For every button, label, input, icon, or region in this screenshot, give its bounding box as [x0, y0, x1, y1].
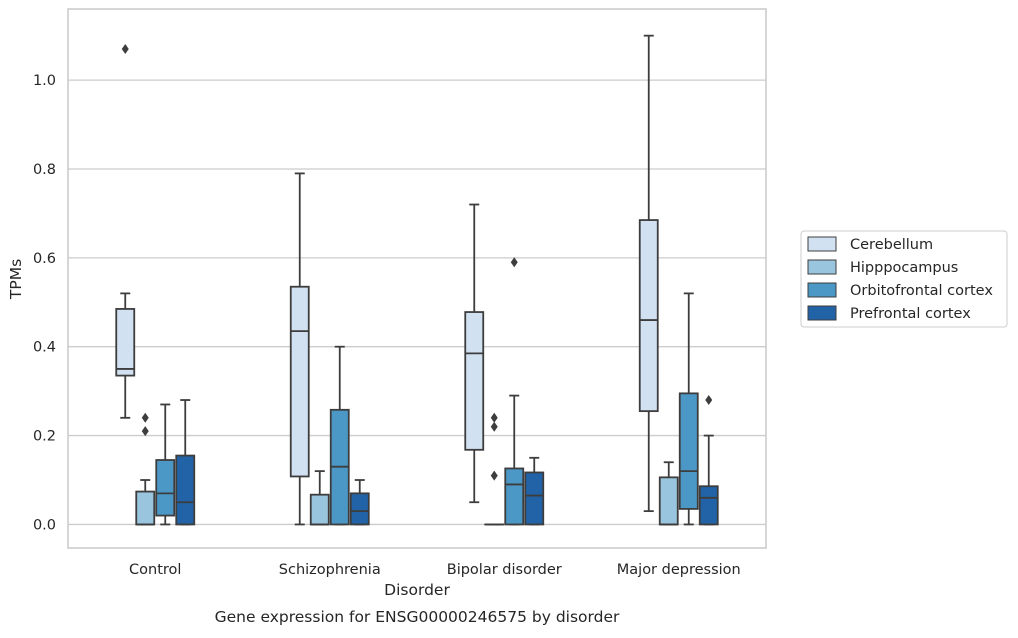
- x-tick-label: Bipolar disorder: [447, 562, 562, 578]
- x-tick-label: Schizophrenia: [279, 562, 381, 578]
- box-group: [136, 413, 154, 525]
- legend: Cerebellum Hipppocampus Orbitofrontal cort…: [801, 231, 1007, 327]
- box-group: [680, 293, 698, 524]
- box: [465, 312, 483, 450]
- box: [680, 393, 698, 509]
- x-tick-labels: Control Schizophrenia Bipolar disorder Majo…: [129, 562, 741, 578]
- legend-swatch: [808, 306, 836, 320]
- outlier-point: [142, 426, 149, 436]
- box: [136, 492, 154, 525]
- box: [291, 287, 309, 477]
- box: [156, 460, 174, 516]
- box-group: [505, 257, 523, 524]
- legend-swatch: [808, 283, 836, 297]
- box-layer: [116, 36, 718, 525]
- legend-label: Hipppocampus: [850, 260, 958, 276]
- outlier-point: [491, 422, 498, 432]
- outlier-point: [122, 44, 129, 54]
- box: [700, 486, 718, 524]
- box-group: [660, 462, 678, 524]
- box-group: [465, 205, 483, 503]
- box: [116, 309, 134, 376]
- y-tick-label: 0.0: [33, 517, 56, 533]
- outlier-point: [491, 471, 498, 481]
- box: [640, 220, 658, 411]
- y-tick-label: 0.2: [33, 429, 56, 445]
- legend-label: Cerebellum: [850, 237, 933, 253]
- legend-swatch: [808, 260, 836, 274]
- box: [351, 493, 369, 524]
- box-group: [116, 44, 134, 418]
- box-group: [351, 480, 369, 524]
- box-group: [331, 347, 349, 525]
- box: [176, 456, 194, 525]
- box-group: [700, 395, 718, 524]
- y-tick-labels: 0.0 0.2 0.4 0.6 0.8 1.0: [33, 73, 56, 533]
- y-tick-label: 0.4: [33, 340, 56, 356]
- y-tick-label: 0.6: [33, 251, 56, 267]
- box-group: [525, 458, 543, 525]
- x-tick-label: Control: [129, 562, 181, 578]
- outlier-point: [511, 257, 518, 267]
- box-group: [640, 36, 658, 511]
- outlier-point: [491, 413, 498, 423]
- y-axis-label: TPMs: [7, 259, 25, 300]
- outlier-point: [142, 413, 149, 423]
- box-group: [291, 173, 309, 524]
- y-tick-label: 1.0: [33, 73, 56, 89]
- grid-layer: [68, 80, 766, 524]
- x-tick-label: Major depression: [617, 562, 741, 578]
- box-group: [176, 400, 194, 524]
- legend-label: Prefrontal cortex: [850, 306, 971, 322]
- legend-label: Orbitofrontal cortex: [850, 283, 993, 299]
- box-group: [156, 404, 174, 524]
- box: [660, 477, 678, 524]
- box: [311, 495, 329, 525]
- x-axis-label: Disorder: [384, 581, 450, 599]
- box: [525, 472, 543, 524]
- y-tick-label: 0.8: [33, 162, 56, 178]
- box-group: [311, 471, 329, 524]
- legend-swatch: [808, 237, 836, 251]
- outlier-point: [705, 395, 712, 405]
- box: [505, 468, 523, 524]
- chart-caption: Gene expression for ENSG00000246575 by d…: [215, 608, 620, 626]
- box-group: [485, 413, 503, 525]
